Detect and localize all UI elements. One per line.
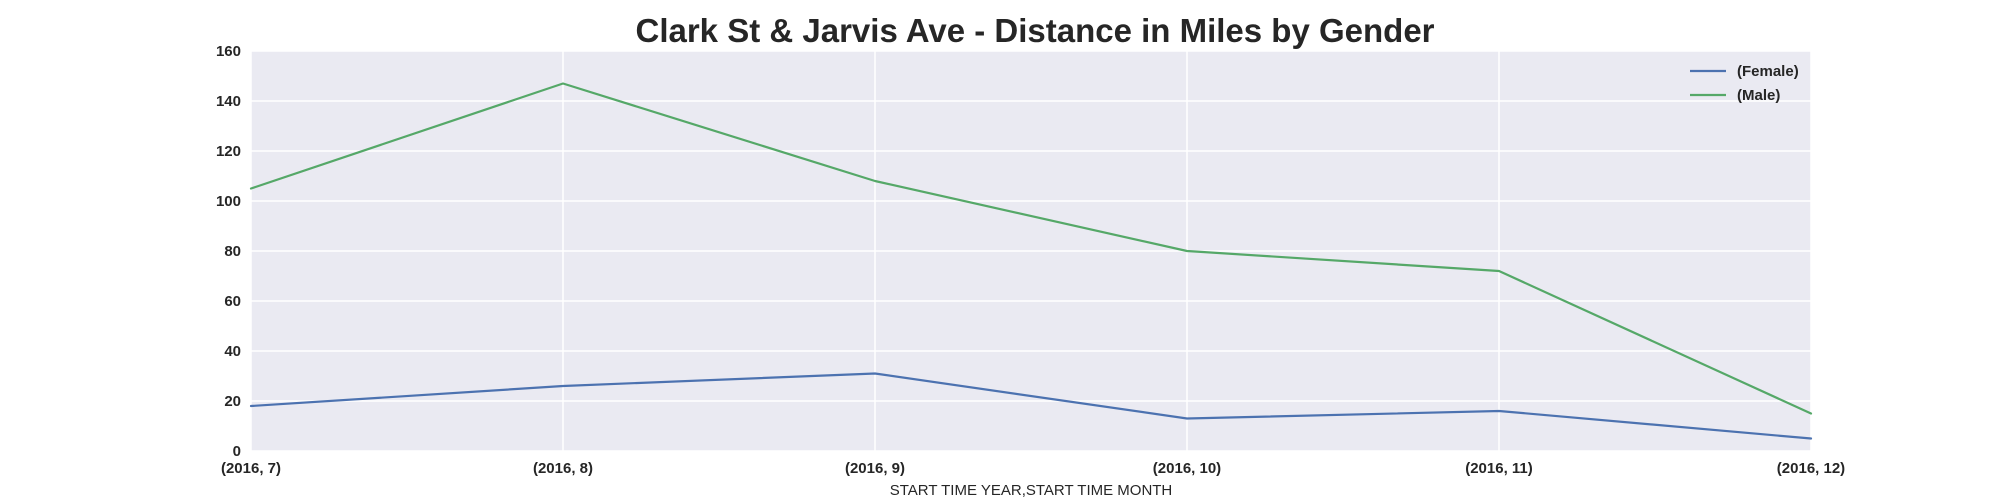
y-tick-label: 160 (216, 43, 241, 60)
x-tick-labels: (2016, 7) (2016, 8) (2016, 9) (2016, 10) (20… (221, 460, 1845, 477)
x-tick-label: (2016, 10) (1153, 460, 1221, 477)
x-tick-label: (2016, 9) (845, 460, 905, 477)
y-tick-label: 120 (216, 143, 241, 160)
x-tick-label: (2016, 11) (1465, 460, 1533, 477)
y-tick-labels: 0 20 40 60 80 100 120 140 160 (216, 43, 241, 460)
y-tick-label: 140 (216, 93, 241, 110)
y-tick-label: 0 (233, 443, 241, 460)
legend: (Female) (Male) (1690, 63, 1799, 104)
chart-title: Clark St & Jarvis Ave - Distance in Mile… (635, 12, 1434, 49)
series-line-male (249, 82, 1813, 415)
series-lines (249, 82, 1813, 440)
series-line-female (249, 372, 1813, 440)
y-tick-label: 40 (224, 343, 241, 360)
x-tick-label: (2016, 7) (221, 460, 281, 477)
x-tick-label: (2016, 12) (1777, 460, 1845, 477)
y-tick-label: 60 (224, 293, 241, 310)
y-tick-label: 20 (224, 393, 241, 410)
legend-label: (Male) (1737, 87, 1780, 104)
x-tick-label: (2016, 8) (533, 460, 593, 477)
legend-label: (Female) (1737, 63, 1799, 80)
y-tick-label: 80 (224, 243, 241, 260)
y-tick-label: 100 (216, 193, 241, 210)
x-axis-title: START TIME YEAR,START TIME MONTH (890, 482, 1173, 499)
